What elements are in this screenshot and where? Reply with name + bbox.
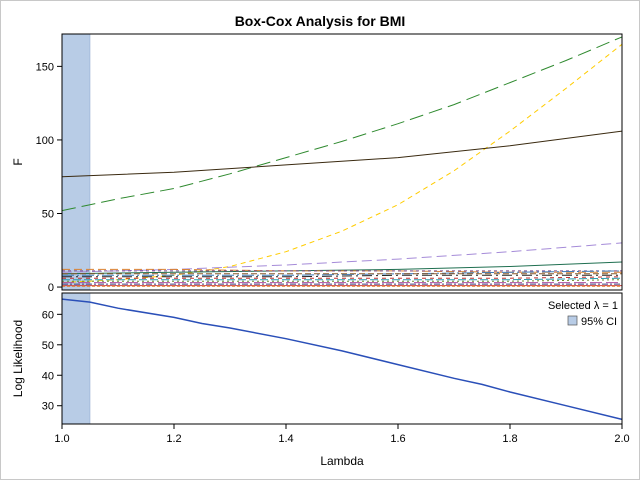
- y-tick-label: 60: [42, 309, 54, 321]
- f-series-line-13: [62, 279, 623, 282]
- f-series-line-11: [62, 276, 623, 279]
- y-tick-label: 100: [36, 135, 54, 147]
- x-tick-label: 1.6: [390, 433, 405, 445]
- y-tick-label: 150: [36, 61, 54, 73]
- f-series-line-5: [61, 261, 623, 275]
- f-series-line-8: [62, 270, 623, 276]
- y-tick-label: 0: [48, 282, 54, 294]
- y-tick-label: 40: [42, 370, 54, 382]
- f-series-line-12: [62, 277, 623, 281]
- chart-title: Box-Cox Analysis for BMI: [235, 13, 406, 29]
- x-tick-label: 1.8: [502, 433, 517, 445]
- f-panel: 0 50 100 150 F: [11, 33, 623, 294]
- y-tick-label: 50: [42, 340, 54, 352]
- ci-band: [61, 292, 91, 425]
- log-likelihood-panel-frame: [61, 292, 623, 425]
- x-tick-label: 1.4: [278, 433, 293, 445]
- f-panel-frame: [61, 33, 623, 291]
- legend-ci-label: 95% CI: [581, 316, 617, 328]
- f-series-line-4: [61, 242, 623, 273]
- f-series-line-3: [61, 130, 623, 178]
- x-tick-label: 1.0: [54, 433, 69, 445]
- f-series-line-2: [61, 43, 623, 284]
- f-series-line-10: [62, 274, 622, 278]
- x-tick-label: 1.2: [166, 433, 181, 445]
- legend-selected-lambda: Selected λ = 1: [548, 300, 618, 312]
- y-tick-label: 30: [42, 401, 54, 413]
- f-series-line-1: [61, 36, 623, 212]
- log-likelihood-panel: 30 40 50 60 1.0 1.2 1.4 1.6 1.8 2.0 Log Likeliho…: [11, 292, 630, 468]
- log-likelihood-axis-label: Log Likelihood: [11, 320, 25, 397]
- f-series-line-6: [62, 268, 622, 273]
- y-tick-label: 50: [42, 208, 54, 220]
- legend-ci-swatch: [567, 315, 578, 326]
- legend: Selected λ = 1 95% CI: [548, 300, 618, 328]
- ci-band: [61, 33, 91, 291]
- f-axis-label: F: [11, 158, 25, 165]
- x-tick-label: 2.0: [614, 433, 629, 445]
- log-likelihood-line: [61, 298, 623, 421]
- lambda-axis-label: Lambda: [320, 454, 364, 468]
